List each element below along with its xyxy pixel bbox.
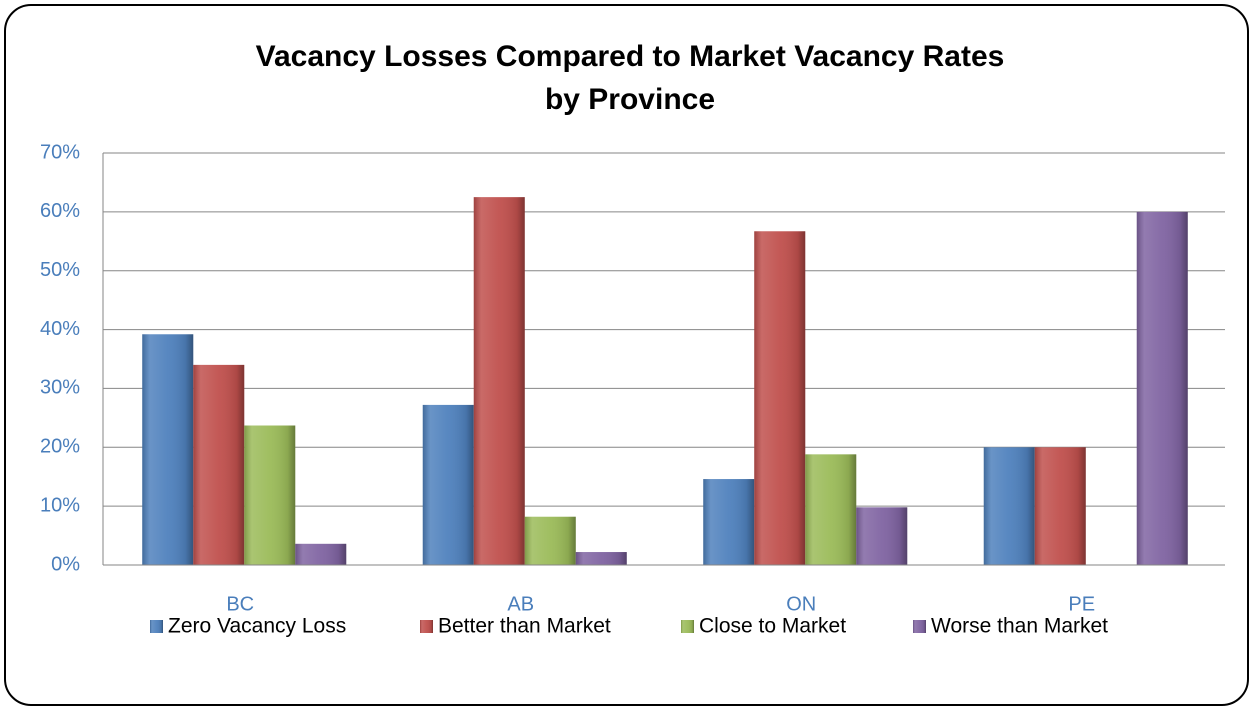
bar (983, 447, 1035, 565)
x-tick-label: ON (786, 593, 816, 615)
legend-label: Close to Market (699, 615, 846, 638)
bar (473, 197, 525, 565)
bar (1034, 447, 1086, 565)
y-tick-label: 40% (40, 318, 80, 340)
y-tick-label: 70% (40, 141, 80, 163)
bar (856, 507, 908, 565)
legend-swatch-shade (420, 620, 433, 633)
bar (575, 552, 627, 565)
y-tick-label: 50% (40, 259, 80, 281)
chart-title: by Province (545, 83, 715, 116)
bar (193, 364, 245, 565)
y-tick-label: 60% (40, 200, 80, 222)
bar (703, 479, 755, 565)
y-tick-label: 30% (40, 377, 80, 399)
bar (244, 425, 296, 565)
y-tick-label: 0% (51, 553, 80, 575)
bar (142, 334, 194, 565)
y-tick-label: 20% (40, 436, 80, 458)
chart-title: Vacancy Losses Compared to Market Vacanc… (256, 40, 1005, 73)
bar (754, 231, 806, 565)
y-tick-label: 10% (40, 494, 80, 516)
legend-label: Better than Market (438, 615, 611, 638)
x-tick-label: PE (1068, 593, 1095, 615)
legend-label: Zero Vacancy Loss (168, 615, 346, 638)
bar (524, 516, 576, 565)
legend-swatch-shade (913, 620, 926, 633)
chart-frame (4, 4, 1249, 706)
bar (1136, 211, 1188, 565)
x-tick-label: BC (226, 593, 254, 615)
bar (422, 404, 474, 565)
bar (805, 454, 857, 565)
bar (295, 543, 347, 565)
legend-swatch-shade (150, 620, 163, 633)
legend-label: Worse than Market (931, 615, 1108, 638)
x-tick-label: AB (507, 593, 534, 615)
legend-swatch-shade (681, 620, 694, 633)
